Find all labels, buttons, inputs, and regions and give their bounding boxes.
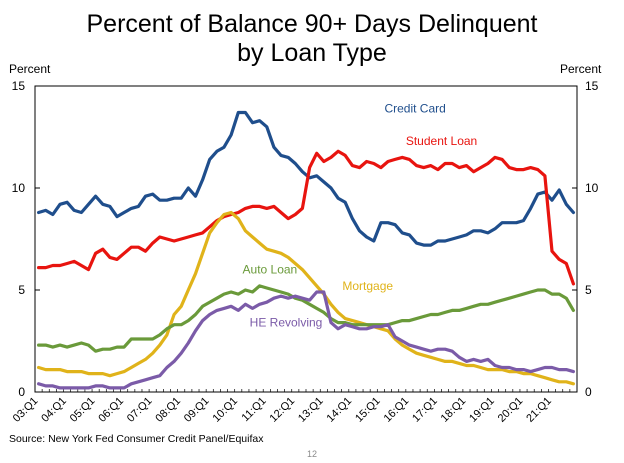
x-tick-label: 14:Q1: [325, 395, 355, 425]
x-tick-label: 12:Q1: [268, 395, 298, 425]
y-axis-label-right: Percent: [560, 62, 602, 76]
series-label-mortgage: Mortgage: [342, 279, 393, 293]
y-tick-label-left-15: 15: [12, 79, 26, 93]
y-axis-label-left: Percent: [9, 62, 51, 76]
x-tick-label: 11:Q1: [240, 395, 269, 424]
series-line-auto-loan: [36, 284, 576, 353]
x-tick-label: 07:Q1: [125, 395, 155, 425]
y-tick-label-left-5: 5: [18, 283, 25, 297]
series-label-auto-loan: Auto Loan: [243, 263, 298, 277]
series-line-he-revolving: [36, 290, 576, 390]
x-tick-label: 17:Q1: [410, 395, 440, 425]
series-label-credit-card: Credit Card: [384, 102, 445, 116]
series-line-mortgage: [36, 210, 576, 386]
x-tick-label: 10:Q1: [210, 395, 240, 425]
series-label-student-loan: Student Loan: [406, 134, 477, 148]
chart-subtitle: by Loan Type: [237, 39, 387, 67]
x-tick-label: 21:Q1: [524, 395, 554, 425]
x-tick-label: 06:Q1: [96, 395, 126, 425]
x-tick-label: 09:Q1: [182, 395, 212, 425]
chart-title: Percent of Balance 90+ Days Delinquent: [86, 10, 538, 38]
y-tick-label-right-15: 15: [585, 79, 599, 93]
x-tick-label: 03:Q1: [11, 395, 41, 425]
y-tick-label-left-0: 0: [18, 385, 25, 399]
x-tick-label: 05:Q1: [68, 395, 98, 425]
x-tick-label: 20:Q1: [496, 395, 526, 425]
y-tick-label-left-10: 10: [12, 181, 26, 195]
x-tick-label: 16:Q1: [382, 395, 412, 425]
x-tick-label: 13:Q1: [296, 395, 326, 425]
x-tick-label: 04:Q1: [39, 395, 69, 425]
y-tick-label-right-10: 10: [585, 181, 599, 195]
y-tick-label-right-5: 5: [585, 283, 592, 297]
series-line-credit-card: [36, 110, 576, 247]
source-note: Source: New York Fed Consumer Credit Pan…: [9, 433, 264, 445]
y-tick-label-right-0: 0: [585, 385, 592, 399]
x-tick-label: 08:Q1: [153, 395, 183, 425]
x-tick-label: 15:Q1: [353, 395, 383, 425]
page-number: 12: [306, 449, 317, 459]
series-label-he-revolving: HE Revolving: [250, 316, 323, 330]
chart-title-block: Percent of Balance 90+ Days Delinquent b…: [0, 10, 624, 68]
x-tick-label: 18:Q1: [439, 395, 469, 425]
series-line-student-loan: [36, 149, 576, 286]
x-tick-label: 19:Q1: [467, 395, 497, 425]
